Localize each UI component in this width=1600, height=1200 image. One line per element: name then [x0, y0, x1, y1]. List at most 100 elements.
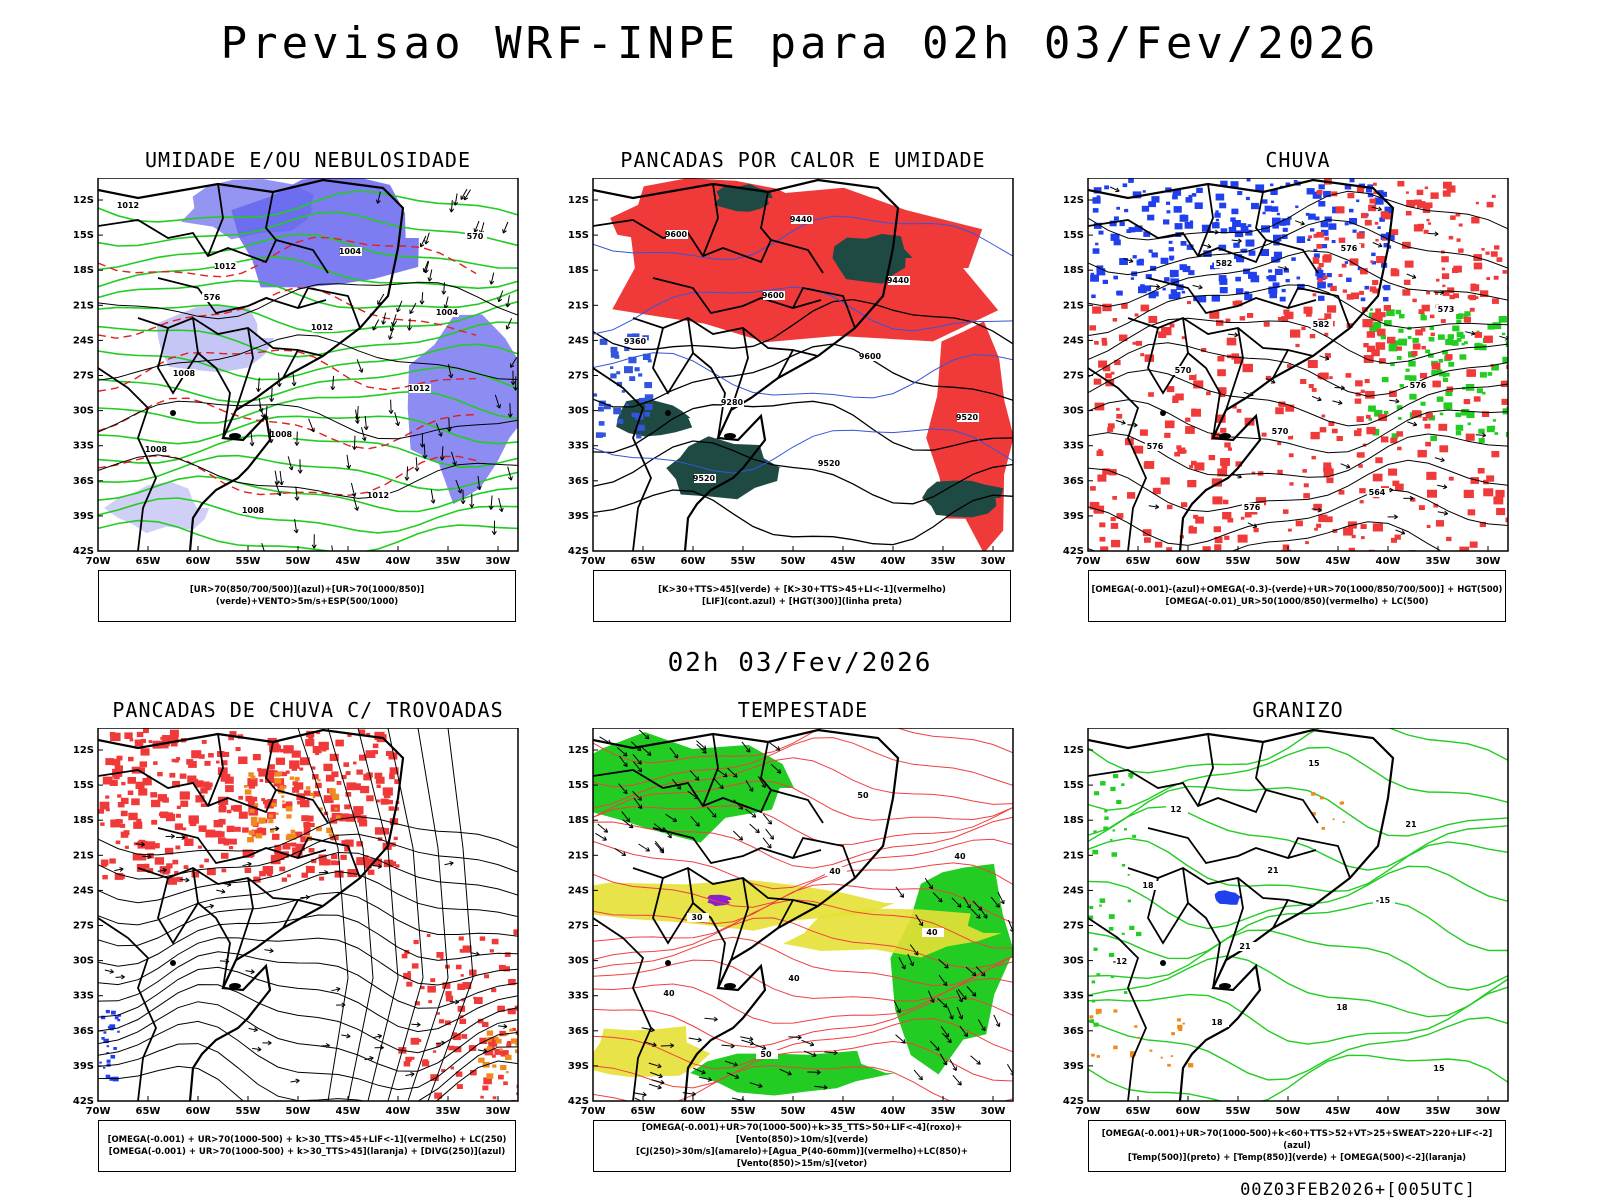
omega-area — [1122, 183, 1128, 188]
omega-area — [1260, 249, 1269, 256]
wind-vector — [157, 867, 167, 873]
rain-area — [1225, 318, 1231, 323]
thunderstorm-area — [395, 864, 400, 868]
rain-area — [1396, 346, 1402, 351]
rain-area — [1116, 407, 1120, 411]
thunderstorm-area — [110, 732, 121, 742]
temp850-contour — [1088, 785, 1508, 837]
wind-vector — [956, 1006, 964, 1020]
omega-strong-area — [1487, 372, 1493, 376]
lon-label: 30W — [486, 1106, 511, 1117]
thunderstorm-area — [162, 735, 173, 744]
thunderstorm-area — [294, 782, 304, 790]
rain-area — [1135, 340, 1142, 346]
wind-vector — [422, 444, 428, 459]
jet-area — [783, 908, 1002, 958]
wind-vector — [404, 466, 410, 481]
omega-strong-area — [1374, 409, 1383, 417]
omega-area — [1310, 228, 1315, 232]
rain-area — [1236, 408, 1242, 413]
rain-area — [1295, 343, 1300, 348]
contour-label: 40 — [954, 852, 966, 861]
contour-label: 40 — [926, 928, 938, 937]
lif-contour — [631, 412, 638, 418]
wind-vector — [489, 272, 495, 285]
divergence-area — [103, 1031, 107, 1034]
omega-area — [1113, 1045, 1118, 1050]
pressure-contour — [98, 454, 518, 499]
temp850-contour — [1100, 781, 1106, 786]
rain-area — [1370, 260, 1374, 263]
wind-vector — [638, 843, 650, 852]
omega-area — [1240, 249, 1245, 253]
omega-area — [1186, 244, 1194, 250]
rain-area — [1217, 387, 1227, 394]
rain-area — [1417, 449, 1427, 458]
rain-area — [1492, 298, 1499, 304]
rain-area — [1469, 307, 1475, 312]
lon-label: 50W — [1276, 556, 1301, 567]
lon-label: 60W — [681, 1106, 706, 1117]
omega-area — [1383, 284, 1391, 291]
rain-area — [1420, 327, 1426, 332]
omega-area — [1136, 259, 1144, 266]
thunderstorm-area — [309, 822, 315, 828]
omega-strong-area — [1384, 410, 1389, 415]
height-contour — [1088, 432, 1508, 478]
country-border — [1255, 741, 1267, 791]
lat-label: 30S — [568, 406, 589, 417]
omega-area — [1171, 291, 1181, 299]
thunderstorm-area — [176, 876, 183, 882]
contour-label: 1012 — [117, 201, 139, 210]
omega-area — [1374, 197, 1384, 205]
contour-label: 582 — [1216, 259, 1233, 268]
rain-area — [1412, 298, 1417, 303]
rain-area — [1284, 311, 1294, 320]
rain-area — [1372, 280, 1379, 285]
omega-area — [1377, 226, 1381, 229]
lon-label: 55W — [236, 556, 261, 567]
lon-label: 55W — [236, 1106, 261, 1117]
lif-contour — [593, 428, 1013, 474]
thunderstorm-area — [180, 800, 189, 807]
shower-area — [505, 1071, 509, 1074]
omega-area — [1188, 194, 1192, 198]
omega-area — [1282, 227, 1288, 232]
rain-area — [1502, 270, 1507, 274]
contour-label: 1012 — [408, 384, 430, 393]
omega-strong-area — [1425, 349, 1430, 354]
streamline — [357, 728, 399, 1101]
rain-area — [1495, 489, 1505, 498]
lif-contour — [613, 407, 622, 415]
wind-vector — [354, 409, 360, 424]
omega-area — [1328, 223, 1337, 230]
wind-vector — [1208, 229, 1219, 235]
rain-area — [1295, 520, 1303, 527]
temp850-contour — [1088, 865, 1508, 930]
rain-area — [1356, 232, 1365, 239]
thunderstorm-area — [438, 1019, 445, 1024]
rain-area — [1358, 464, 1363, 468]
rain-area — [1356, 416, 1364, 422]
wind-vector — [893, 1000, 901, 1014]
thunderstorm-area — [199, 864, 204, 868]
rain-area — [1466, 369, 1476, 377]
rain-area — [1366, 331, 1375, 338]
legend-chuva: [OMEGA(-0.001)-(azul)+OMEGA(-0.3)-(verde… — [1088, 570, 1506, 622]
temp850-contour — [1103, 826, 1109, 831]
thunderstorm-area — [182, 827, 187, 831]
contour-label: 1008 — [270, 430, 293, 439]
contour-label: 576 — [204, 293, 221, 302]
thunderstorm-area — [217, 767, 228, 776]
legend-granizo: [OMEGA(-0.001)+UR>70(1000-500)+k<60+TTS>… — [1088, 1120, 1506, 1172]
shower-area — [317, 779, 321, 782]
wind-vector — [388, 399, 394, 414]
lake — [1219, 983, 1231, 989]
rain-area — [1324, 353, 1331, 358]
shower-area — [244, 785, 248, 788]
thunderstorm-area — [229, 838, 237, 845]
rain-area — [1278, 402, 1283, 406]
wind-vector — [330, 375, 336, 391]
wind-vector — [435, 423, 443, 437]
thunderstorm-area — [245, 795, 253, 802]
